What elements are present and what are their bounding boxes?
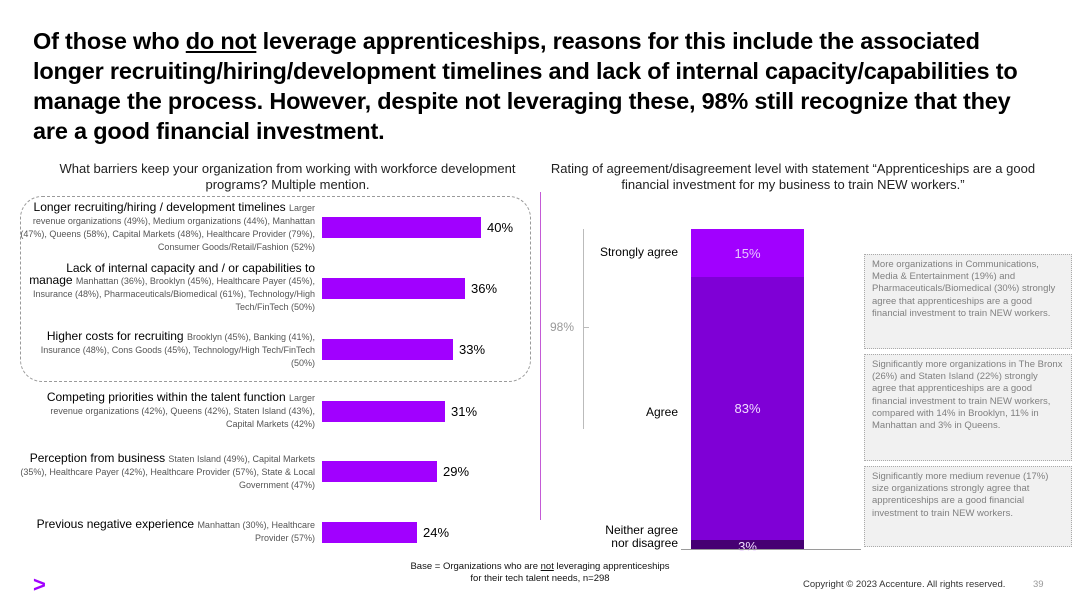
- agree-bracket: [583, 229, 589, 429]
- bar-label: Previous negative experience Manhattan (…: [20, 518, 315, 544]
- bar: [322, 217, 481, 238]
- bar-label: Perception from business Staten Island (…: [20, 452, 315, 491]
- accenture-logo: >: [33, 572, 46, 597]
- barriers-chart-title: What barriers keep your organization fro…: [59, 161, 516, 192]
- page-headline: Of those who do not leverage apprentices…: [33, 26, 1043, 146]
- bar-label: Competing priorities within the talent f…: [20, 391, 315, 430]
- copyright: Copyright © 2023 Accenture. All rights r…: [803, 579, 1006, 590]
- bar-value-label: 31%: [451, 404, 478, 419]
- bar-detail: Manhattan (30%), Healthcare Provider (57…: [197, 520, 315, 543]
- bar-category: Competing priorities within the talent f…: [46, 390, 289, 404]
- agree-total-label: 98%: [550, 320, 575, 334]
- highlight-dashed-box: [20, 196, 531, 382]
- note-strongly-agree-industries: More organizations in Communications, Me…: [864, 254, 1072, 349]
- segment-value-label: 3%: [738, 539, 757, 554]
- headline-underlined: do not: [185, 28, 257, 54]
- bar-label: Lack of internal capacity and / or capab…: [20, 262, 315, 313]
- bar-category: Higher costs for recruiting: [46, 329, 187, 343]
- segment-category-line: Agree: [645, 405, 678, 419]
- bar-label: Higher costs for recruiting Brooklyn (45…: [20, 330, 315, 369]
- bar: [322, 461, 437, 482]
- headline-part1: Of those who: [33, 28, 186, 54]
- bar-category: Lack of internal capacity and / or capab…: [29, 261, 315, 287]
- bar-value-label: 24%: [423, 525, 450, 540]
- chart-divider: [540, 192, 541, 520]
- stack-segment: [691, 276, 804, 541]
- base-part1: Base = Organizations who are: [410, 561, 541, 572]
- bar-category: Perception from business: [29, 451, 169, 465]
- bar: [322, 278, 465, 299]
- bar-category: Longer recruiting/hiring / development t…: [33, 200, 289, 214]
- segment-category-line: Strongly agree: [599, 245, 678, 259]
- segment-category-label: Strongly agree: [560, 246, 678, 259]
- bar-value-label: 33%: [459, 342, 486, 357]
- bar-detail: Brooklyn (45%), Banking (41%), Insurance…: [40, 332, 315, 368]
- segment-category-label: Agree: [560, 406, 678, 419]
- bar-value-label: 36%: [471, 281, 498, 296]
- page-number: 39: [1033, 579, 1044, 590]
- chart-baseline: [681, 549, 861, 550]
- bar-detail: Manhattan (36%), Brooklyn (45%), Healthc…: [33, 276, 315, 312]
- note-strongly-agree-boroughs: Significantly more organizations in The …: [864, 354, 1072, 461]
- note-strongly-agree-revenue: Significantly more medium revenue (17%) …: [864, 466, 1072, 547]
- agree-bracket-tick: [583, 327, 589, 328]
- base-part2: leveraging apprenticeships for their tec…: [470, 561, 670, 584]
- rating-chart-title: Rating of agreement/disagreement level w…: [550, 161, 1036, 192]
- segment-category-line: Neither agree: [605, 523, 678, 537]
- bar-detail: Larger revenue organizations (49%), Medi…: [20, 203, 315, 252]
- bar-value-label: 40%: [487, 220, 514, 235]
- segment-category-line: nor disagree: [611, 536, 678, 550]
- base-note: Base = Organizations who are not leverag…: [410, 561, 670, 585]
- bar-detail: Staten Island (49%), Capital Markets (35…: [20, 454, 315, 490]
- bar: [322, 522, 417, 543]
- stack-segment: [691, 229, 804, 277]
- stack-segment: [691, 540, 804, 550]
- headline-part2: leverage apprenticeships, reasons for th…: [33, 28, 1018, 144]
- base-underlined: not: [540, 561, 554, 572]
- segment-value-label: 15%: [734, 246, 761, 261]
- segment-value-label: 83%: [734, 400, 761, 416]
- bar-value-label: 29%: [443, 464, 470, 479]
- bar-detail: Larger revenue organizations (42%), Quee…: [50, 393, 315, 429]
- bar-label: Longer recruiting/hiring / development t…: [20, 201, 315, 253]
- segment-category-label: Neither agree nor disagree: [560, 524, 678, 550]
- bar: [322, 401, 445, 422]
- bar: [322, 339, 453, 360]
- bar-category: Previous negative experience: [36, 517, 198, 531]
